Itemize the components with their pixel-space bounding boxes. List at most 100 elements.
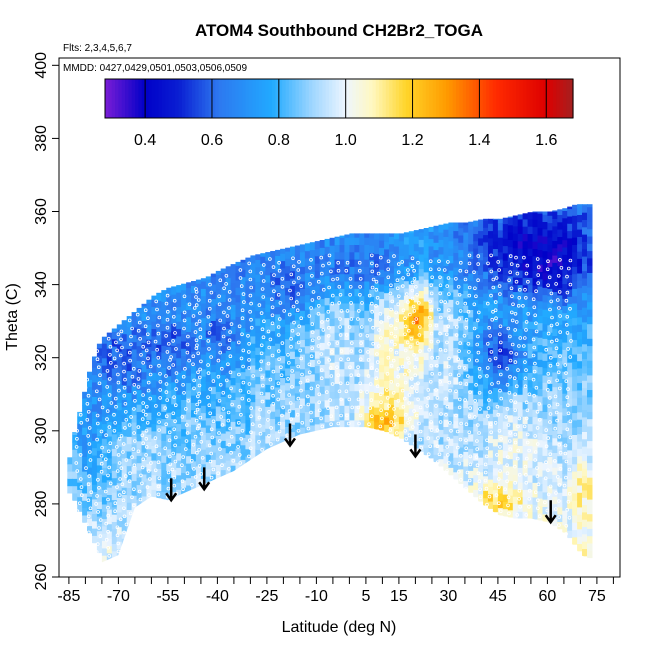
- sample-marker: [173, 331, 177, 335]
- sample-marker: [485, 366, 490, 370]
- sample-marker: [357, 421, 361, 426]
- sample-marker: [366, 350, 370, 354]
- heatmap-cell: [186, 282, 192, 289]
- heatmap-cell: [285, 346, 291, 354]
- heatmap-cell: [393, 399, 400, 408]
- sample-marker: [300, 420, 305, 425]
- sample-marker: [548, 412, 553, 416]
- sample-marker: [392, 423, 396, 427]
- colorbar-swatch: [452, 79, 457, 118]
- sample-marker: [217, 431, 221, 435]
- heatmap-cell: [359, 354, 365, 362]
- heatmap-cell: [374, 414, 380, 423]
- heatmap-cell: [309, 388, 316, 397]
- sample-marker: [182, 310, 187, 315]
- heatmap-cell: [547, 346, 553, 355]
- heatmap-cell: [408, 364, 415, 373]
- sample-marker: [458, 453, 463, 458]
- heatmap-cell: [344, 317, 350, 326]
- sample-marker: [515, 263, 520, 268]
- sample-marker: [143, 308, 148, 313]
- x-tick-label: -10: [305, 588, 328, 605]
- sample-marker: [249, 317, 253, 322]
- heatmap-cell: [582, 241, 588, 250]
- heatmap-cell: [423, 330, 430, 339]
- heatmap-cell: [285, 294, 291, 303]
- heatmap-cell: [240, 357, 246, 365]
- sample-marker: [156, 355, 161, 360]
- sample-marker: [493, 300, 498, 304]
- heatmap-cell: [210, 437, 217, 446]
- heatmap-cell: [156, 329, 162, 338]
- heatmap-cell: [374, 275, 380, 284]
- heatmap-cell: [448, 335, 454, 344]
- heatmap-cell: [235, 389, 242, 398]
- heatmap-cell: [483, 358, 489, 367]
- heatmap-cell: [492, 285, 499, 293]
- heatmap-cell: [492, 365, 499, 374]
- sample-marker: [394, 350, 399, 355]
- heatmap-cell: [428, 226, 435, 232]
- sample-marker: [286, 360, 291, 365]
- y-tick-label: 400: [33, 52, 50, 79]
- sample-marker: [498, 324, 503, 329]
- sample-marker: [259, 391, 264, 396]
- sample-marker: [289, 344, 293, 349]
- heatmap-cell: [349, 281, 355, 289]
- heatmap-cell: [512, 452, 519, 461]
- sample-marker: [238, 268, 243, 272]
- heatmap-cell: [507, 363, 514, 372]
- sample-marker: [533, 450, 538, 454]
- heatmap-cell: [205, 425, 212, 433]
- sample-marker: [504, 415, 509, 419]
- heatmap-cell: [72, 485, 78, 494]
- heatmap-cell: [255, 361, 261, 370]
- sample-marker: [412, 268, 416, 273]
- sample-marker: [401, 404, 406, 409]
- heatmap-cell: [349, 397, 355, 406]
- heatmap-cell: [398, 394, 405, 403]
- heatmap-cell: [423, 366, 430, 375]
- heatmap-cell: [522, 299, 529, 308]
- heatmap-cell: [522, 218, 529, 227]
- sample-marker: [414, 357, 419, 362]
- sample-marker: [132, 431, 136, 435]
- heatmap-cell: [433, 388, 440, 397]
- heatmap-cell: [136, 477, 143, 486]
- heatmap-cell: [488, 267, 494, 275]
- sample-marker: [224, 273, 229, 278]
- heatmap-cell: [364, 281, 370, 289]
- heatmap-cell: [230, 304, 237, 313]
- sample-marker: [167, 366, 171, 370]
- sample-marker: [290, 385, 294, 389]
- sample-marker: [374, 263, 379, 268]
- heatmap-cell: [186, 346, 192, 354]
- heatmap-cell: [339, 302, 346, 311]
- heatmap-cell: [537, 249, 544, 258]
- heatmap-cell: [582, 314, 588, 323]
- heatmap-cell: [364, 244, 370, 253]
- colorbar-swatch: [546, 79, 551, 118]
- sample-marker: [369, 398, 374, 402]
- colorbar-swatch: [111, 79, 116, 118]
- heatmap-cell: [82, 514, 88, 523]
- heatmap-cell: [146, 299, 152, 304]
- sample-marker: [498, 469, 502, 473]
- sample-marker: [257, 303, 262, 307]
- heatmap-cell: [403, 251, 410, 260]
- heatmap-cell: [512, 350, 519, 358]
- heatmap-cell: [294, 253, 301, 262]
- heatmap-cell: [403, 361, 410, 369]
- heatmap-cell: [235, 426, 242, 434]
- sample-marker: [491, 277, 496, 282]
- sample-marker: [526, 279, 530, 284]
- sample-marker: [240, 428, 245, 433]
- sample-marker: [208, 306, 212, 311]
- sample-marker: [485, 414, 490, 419]
- heatmap-cell: [418, 348, 425, 357]
- heatmap-cell: [557, 419, 563, 427]
- heatmap-cell: [344, 302, 350, 311]
- heatmap-cell: [468, 346, 474, 354]
- sample-marker: [295, 308, 300, 313]
- heatmap-cell: [532, 372, 539, 381]
